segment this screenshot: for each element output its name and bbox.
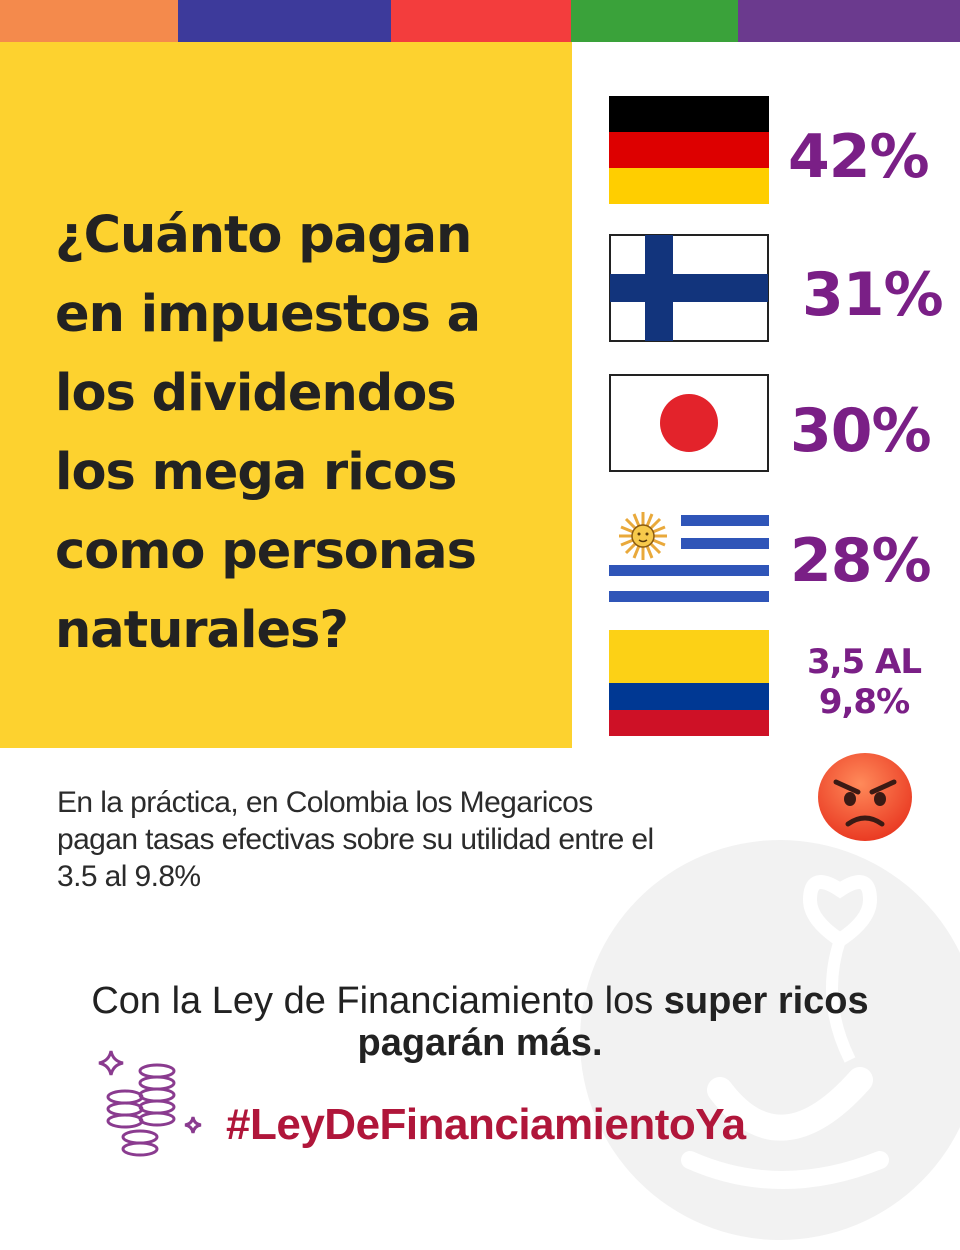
explanation-note: En la práctica, en Colombia los Megarico… — [57, 784, 777, 895]
color-segment-orange — [0, 0, 178, 42]
note-line: En la práctica, en Colombia los Megarico… — [57, 786, 593, 819]
angry-face-icon — [818, 753, 912, 841]
rate-colombia-line: 9,8% — [818, 682, 910, 722]
campaign-hashtag[interactable]: #LeyDeFinanciamientoYa — [226, 1100, 746, 1149]
closing-bold-text: super ricos — [663, 980, 869, 1022]
question-line: naturales? — [55, 601, 349, 660]
coins-stack-icon — [98, 1050, 202, 1157]
question-line: ¿Cuánto pagan — [55, 206, 472, 265]
rate-colombia-line: 3,5 AL — [806, 642, 922, 682]
closing-statement: Con la Ley de Financiamiento los super r… — [0, 980, 960, 1064]
closing-normal-text: Con la Ley de Financiamiento los — [91, 980, 664, 1022]
rate-finland: 31% — [802, 260, 944, 330]
uruguay-flag-icon — [609, 508, 769, 606]
question-line: los mega ricos — [55, 443, 457, 502]
question-line: como personas — [55, 522, 477, 581]
question-line: los dividendos — [55, 364, 457, 423]
color-segment-red — [391, 0, 571, 42]
closing-bold-line: pagarán más. — [357, 1022, 603, 1064]
color-segment-purple — [738, 0, 960, 42]
japan-flag-icon — [609, 374, 769, 472]
color-segment-green — [571, 0, 738, 42]
rate-colombia: 3,5 AL 9,8% — [800, 642, 928, 722]
color-segment-indigo — [178, 0, 391, 42]
watermark-logo-icon — [580, 840, 960, 1240]
question-heading: ¿Cuánto pagan en impuestos a los dividen… — [55, 196, 565, 670]
germany-flag-icon — [609, 96, 769, 204]
rate-uruguay: 28% — [790, 526, 932, 596]
closing-line-1: Con la Ley de Financiamiento los super r… — [0, 980, 960, 1022]
closing-line-2: pagarán más. — [0, 1022, 960, 1064]
question-line: en impuestos a — [55, 285, 481, 344]
note-line: 3.5 al 9.8% — [57, 860, 201, 893]
colombia-flag-icon — [609, 630, 769, 736]
rate-germany: 42% — [788, 122, 930, 192]
top-color-bar — [0, 0, 960, 42]
rate-japan: 30% — [790, 396, 932, 466]
question-panel — [0, 42, 572, 748]
finland-flag-icon — [609, 234, 769, 342]
note-line: pagan tasas efectivas sobre su utilidad … — [57, 823, 654, 856]
